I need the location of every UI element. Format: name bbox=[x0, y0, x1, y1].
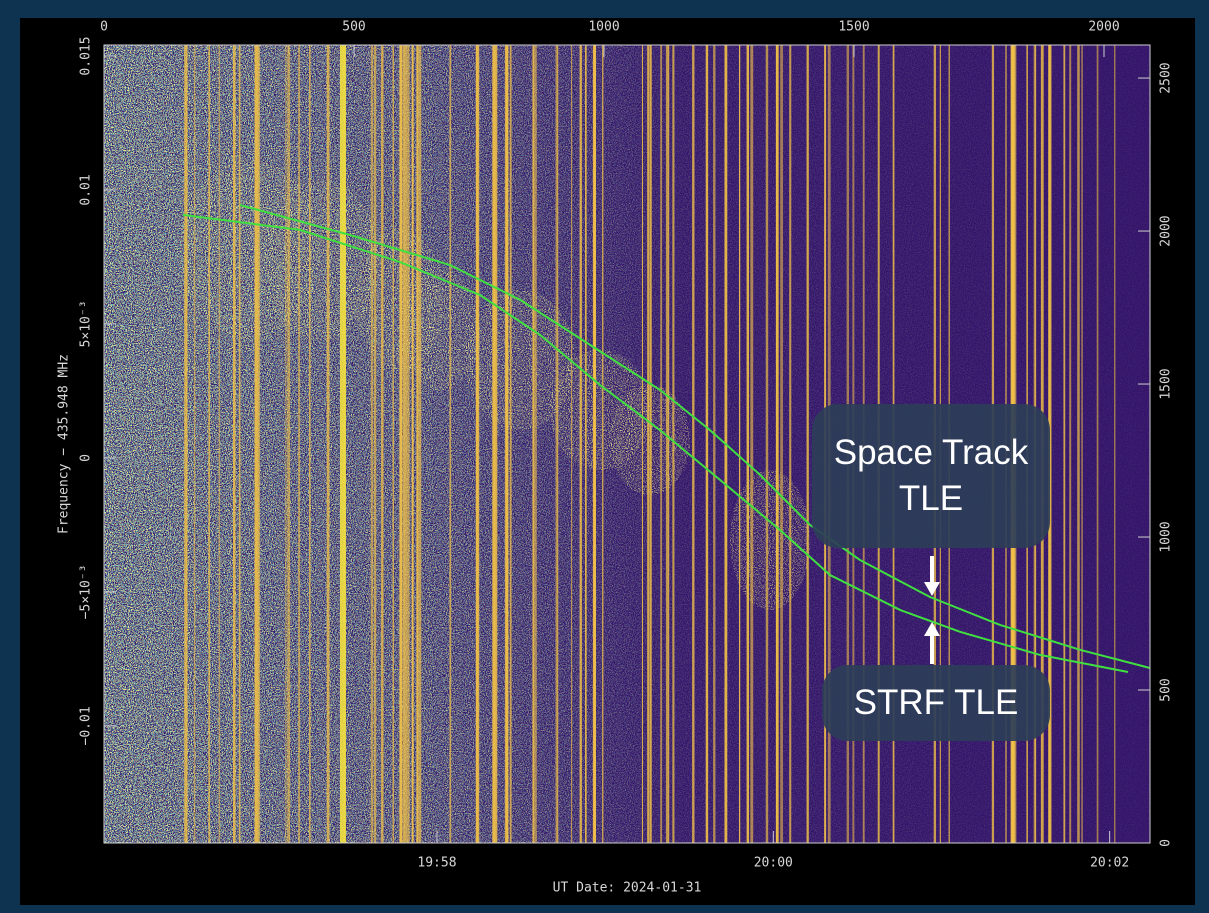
interference-line bbox=[412, 45, 414, 843]
interference-line bbox=[493, 45, 495, 843]
interference-line bbox=[766, 45, 768, 843]
y-tick-label: 0.015 bbox=[79, 36, 94, 75]
interference-line bbox=[650, 45, 652, 843]
interference-line bbox=[747, 45, 749, 843]
interference-line bbox=[776, 45, 779, 843]
interference-line bbox=[580, 45, 582, 843]
y2-tick-label: 1000 bbox=[1159, 521, 1174, 552]
interference-line bbox=[233, 45, 236, 843]
x2-tick-label: 20:00 bbox=[754, 856, 793, 871]
x-tick-label: 2000 bbox=[1088, 20, 1119, 35]
y2-tick-label: 2000 bbox=[1159, 215, 1174, 246]
interference-line bbox=[399, 45, 402, 843]
interference-line bbox=[667, 45, 669, 843]
page: Frequency − 435.948 MHz UT Date: 2024-01… bbox=[0, 0, 1209, 913]
y-tick-label: 5×10⁻³ bbox=[79, 300, 94, 347]
interference-line bbox=[666, 45, 667, 843]
interference-line bbox=[285, 45, 286, 843]
interference-line bbox=[532, 45, 534, 843]
interference-line bbox=[692, 45, 694, 843]
y-tick-label: −0.01 bbox=[79, 706, 94, 745]
interference-line bbox=[257, 45, 260, 843]
interference-line bbox=[534, 45, 537, 843]
interference-line bbox=[371, 45, 373, 843]
interference-line bbox=[706, 45, 708, 843]
interference-line bbox=[405, 45, 407, 843]
x-tick-label: 1500 bbox=[838, 20, 869, 35]
interference-line bbox=[585, 45, 587, 843]
interference-line bbox=[254, 45, 257, 843]
interference-line bbox=[239, 45, 241, 843]
interference-line bbox=[660, 45, 662, 843]
interference-line bbox=[374, 45, 376, 843]
y2-tick-label: 2500 bbox=[1159, 62, 1174, 93]
x-tick-label: 1000 bbox=[588, 20, 619, 35]
y-tick-label: 0 bbox=[79, 454, 94, 462]
interference-line bbox=[194, 45, 195, 843]
interference-line bbox=[602, 45, 603, 843]
interference-line bbox=[594, 45, 596, 843]
interference-line bbox=[807, 45, 809, 843]
interference-line bbox=[1069, 45, 1071, 843]
interference-line bbox=[1114, 45, 1115, 843]
interference-line bbox=[495, 45, 497, 843]
interference-line bbox=[789, 45, 791, 843]
interference-line bbox=[478, 45, 479, 843]
interference-line bbox=[208, 45, 210, 843]
interference-line bbox=[1097, 45, 1099, 843]
interference-line bbox=[416, 45, 418, 843]
interference-line bbox=[555, 45, 557, 843]
signal-blob bbox=[730, 470, 810, 610]
interference-line bbox=[505, 45, 508, 843]
interference-line bbox=[510, 45, 512, 843]
interference-line bbox=[780, 45, 783, 843]
y-axis-label: Frequency − 435.948 MHz bbox=[57, 354, 72, 534]
x2-tick-label: 19:58 bbox=[417, 856, 456, 871]
interference-line bbox=[185, 45, 187, 843]
annotation-box: STRF TLE bbox=[822, 665, 1050, 741]
interference-line bbox=[571, 45, 572, 843]
x-tick-label: 500 bbox=[342, 20, 365, 35]
y2-tick-label: 1500 bbox=[1159, 368, 1174, 399]
interference-line bbox=[1063, 45, 1065, 843]
x-axis-label: UT Date: 2024-01-31 bbox=[553, 881, 702, 896]
interference-line bbox=[713, 45, 715, 843]
y2-tick-label: 0 bbox=[1159, 839, 1174, 847]
interference-line bbox=[219, 45, 220, 843]
interference-line bbox=[298, 45, 299, 843]
interference-line bbox=[327, 45, 330, 843]
interference-line bbox=[647, 45, 649, 843]
y-tick-label: 0.01 bbox=[79, 174, 94, 205]
x2-tick-label: 20:02 bbox=[1090, 856, 1129, 871]
annotation-box: Space Track TLE bbox=[812, 404, 1050, 548]
x-tick-label: 0 bbox=[100, 20, 108, 35]
interference-line bbox=[476, 45, 479, 843]
y2-tick-label: 500 bbox=[1159, 678, 1174, 701]
interference-line bbox=[449, 45, 451, 843]
interference-line bbox=[381, 45, 383, 843]
interference-line bbox=[1082, 45, 1083, 843]
interference-line bbox=[1077, 45, 1080, 843]
interference-line bbox=[419, 45, 421, 843]
interference-line bbox=[750, 45, 753, 843]
interference-line bbox=[739, 45, 740, 843]
interference-line bbox=[287, 45, 290, 843]
interference-line bbox=[672, 45, 674, 843]
interference-line bbox=[309, 45, 310, 843]
interference-line bbox=[407, 45, 410, 843]
interference-line bbox=[642, 45, 643, 843]
interference-line bbox=[393, 45, 394, 843]
y-tick-label: −5×10⁻³ bbox=[79, 565, 94, 620]
interference-line bbox=[340, 45, 346, 843]
